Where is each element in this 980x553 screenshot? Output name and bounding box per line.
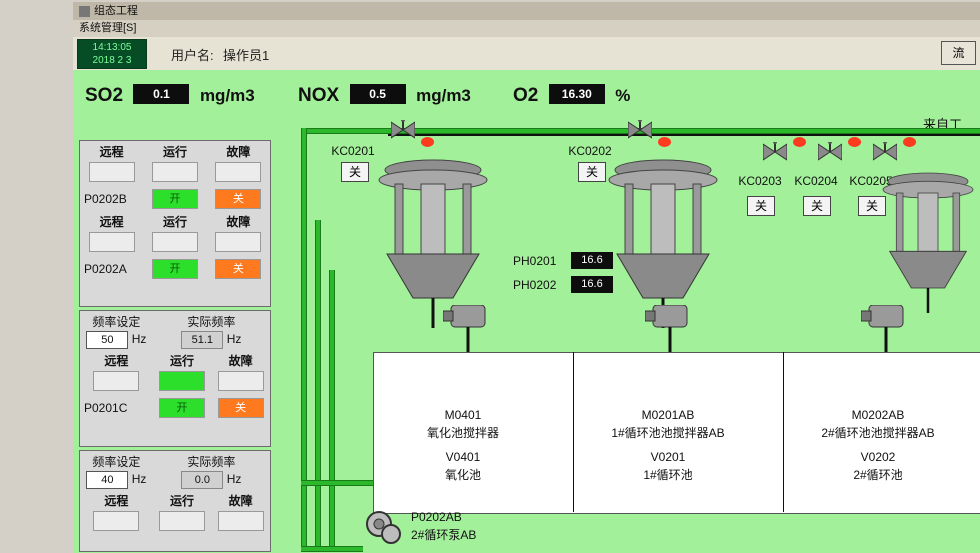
freq-act-value: 0.0 xyxy=(181,471,223,489)
ph-label: PH0201 xyxy=(513,254,563,268)
off-button[interactable]: 关 xyxy=(215,189,261,209)
valve-button-kc0204[interactable]: 关 xyxy=(803,196,831,216)
control-panel-1: 远程运行故障 P0202B 开 关 远程运行故障 P0202A 开 关 xyxy=(79,140,271,307)
valve-button-kc0201[interactable]: 关 xyxy=(341,162,369,182)
vessel-name: 氧化池 xyxy=(393,466,533,483)
vessel-id: V0202 xyxy=(808,450,948,464)
freq-set-input[interactable]: 40 xyxy=(86,471,128,489)
header-button[interactable]: 流 xyxy=(941,41,976,65)
on-button[interactable]: 开 xyxy=(152,189,198,209)
status-dot xyxy=(421,137,434,147)
motor-name: 氧化池搅拌器 xyxy=(393,424,533,441)
scada-canvas: SO2 0.1 mg/m3 NOX 0.5 mg/m3 O2 16.30 % 来… xyxy=(73,70,980,553)
on-button[interactable]: 开 xyxy=(159,398,205,418)
vessel-name: 2#循环池 xyxy=(808,466,948,483)
ph-value: 16.6 xyxy=(571,252,613,269)
vessel-id: V0201 xyxy=(598,450,738,464)
pump-id: P0202AB xyxy=(411,510,491,524)
menu-system[interactable]: 系统管理[S] xyxy=(79,22,136,34)
valve-label: KC0201 xyxy=(328,144,378,158)
motor-id: M0201AB xyxy=(598,408,738,422)
tower-icon xyxy=(603,148,723,328)
off-button[interactable]: 关 xyxy=(215,259,261,279)
motor-id: M0401 xyxy=(393,408,533,422)
valve-label: KC0204 xyxy=(791,174,841,188)
reading-nox: NOX 0.5 mg/m3 xyxy=(298,84,471,107)
on-button[interactable]: 开 xyxy=(152,259,198,279)
reading-so2: SO2 0.1 mg/m3 xyxy=(85,84,255,107)
valve-icon xyxy=(628,120,652,140)
control-panel-2: 频率设定 实际频率 50 Hz 51.1 Hz 远程运行故障 P0201C 开 … xyxy=(79,310,271,447)
valve-icon xyxy=(763,142,787,162)
motor-name: 1#循环池池搅拌器AB xyxy=(598,424,738,441)
status-dot xyxy=(903,137,916,147)
valve-icon xyxy=(391,120,415,140)
user-label: 用户名: xyxy=(171,45,214,64)
window-title: 组态工程 xyxy=(94,5,138,17)
off-button[interactable]: 关 xyxy=(218,398,264,418)
pump-icon xyxy=(365,510,405,546)
ph-label: PH0202 xyxy=(513,278,563,292)
menubar[interactable]: 系统管理[S] xyxy=(73,20,980,38)
valve-label: KC0203 xyxy=(735,174,785,188)
valve-button-kc0203[interactable]: 关 xyxy=(747,196,775,216)
motor-name: 2#循环池池搅拌器AB xyxy=(808,424,948,441)
freq-act-value: 51.1 xyxy=(181,331,223,349)
window-titlebar: 组态工程 xyxy=(73,2,980,21)
vessel-id: V0401 xyxy=(393,450,533,464)
clock-box: 14:13:05 2018 2 3 xyxy=(77,39,147,69)
tower-icon xyxy=(878,148,978,328)
tower-icon xyxy=(373,148,493,328)
clock-date: 2018 2 3 xyxy=(78,54,146,67)
user-value: 操作员1 xyxy=(223,45,269,64)
status-dot xyxy=(658,137,671,147)
status-dot xyxy=(793,137,806,147)
status-dot xyxy=(848,137,861,147)
motor-id: M0202AB xyxy=(808,408,948,422)
pump-name: 2#循环泵AB xyxy=(411,526,501,543)
clock-time: 14:13:05 xyxy=(78,41,146,54)
ph-value: 16.6 xyxy=(571,276,613,293)
header-bar: 14:13:05 2018 2 3 用户名: 操作员1 流 xyxy=(73,37,980,71)
reading-o2: O2 16.30 % xyxy=(513,84,630,107)
valve-button-kc0202[interactable]: 关 xyxy=(578,162,606,182)
control-panel-3: 频率设定 实际频率 40 Hz 0.0 Hz 远程运行故障 xyxy=(79,450,271,552)
freq-set-input[interactable]: 50 xyxy=(86,331,128,349)
valve-icon xyxy=(818,142,842,162)
vessel-name: 1#循环池 xyxy=(598,466,738,483)
